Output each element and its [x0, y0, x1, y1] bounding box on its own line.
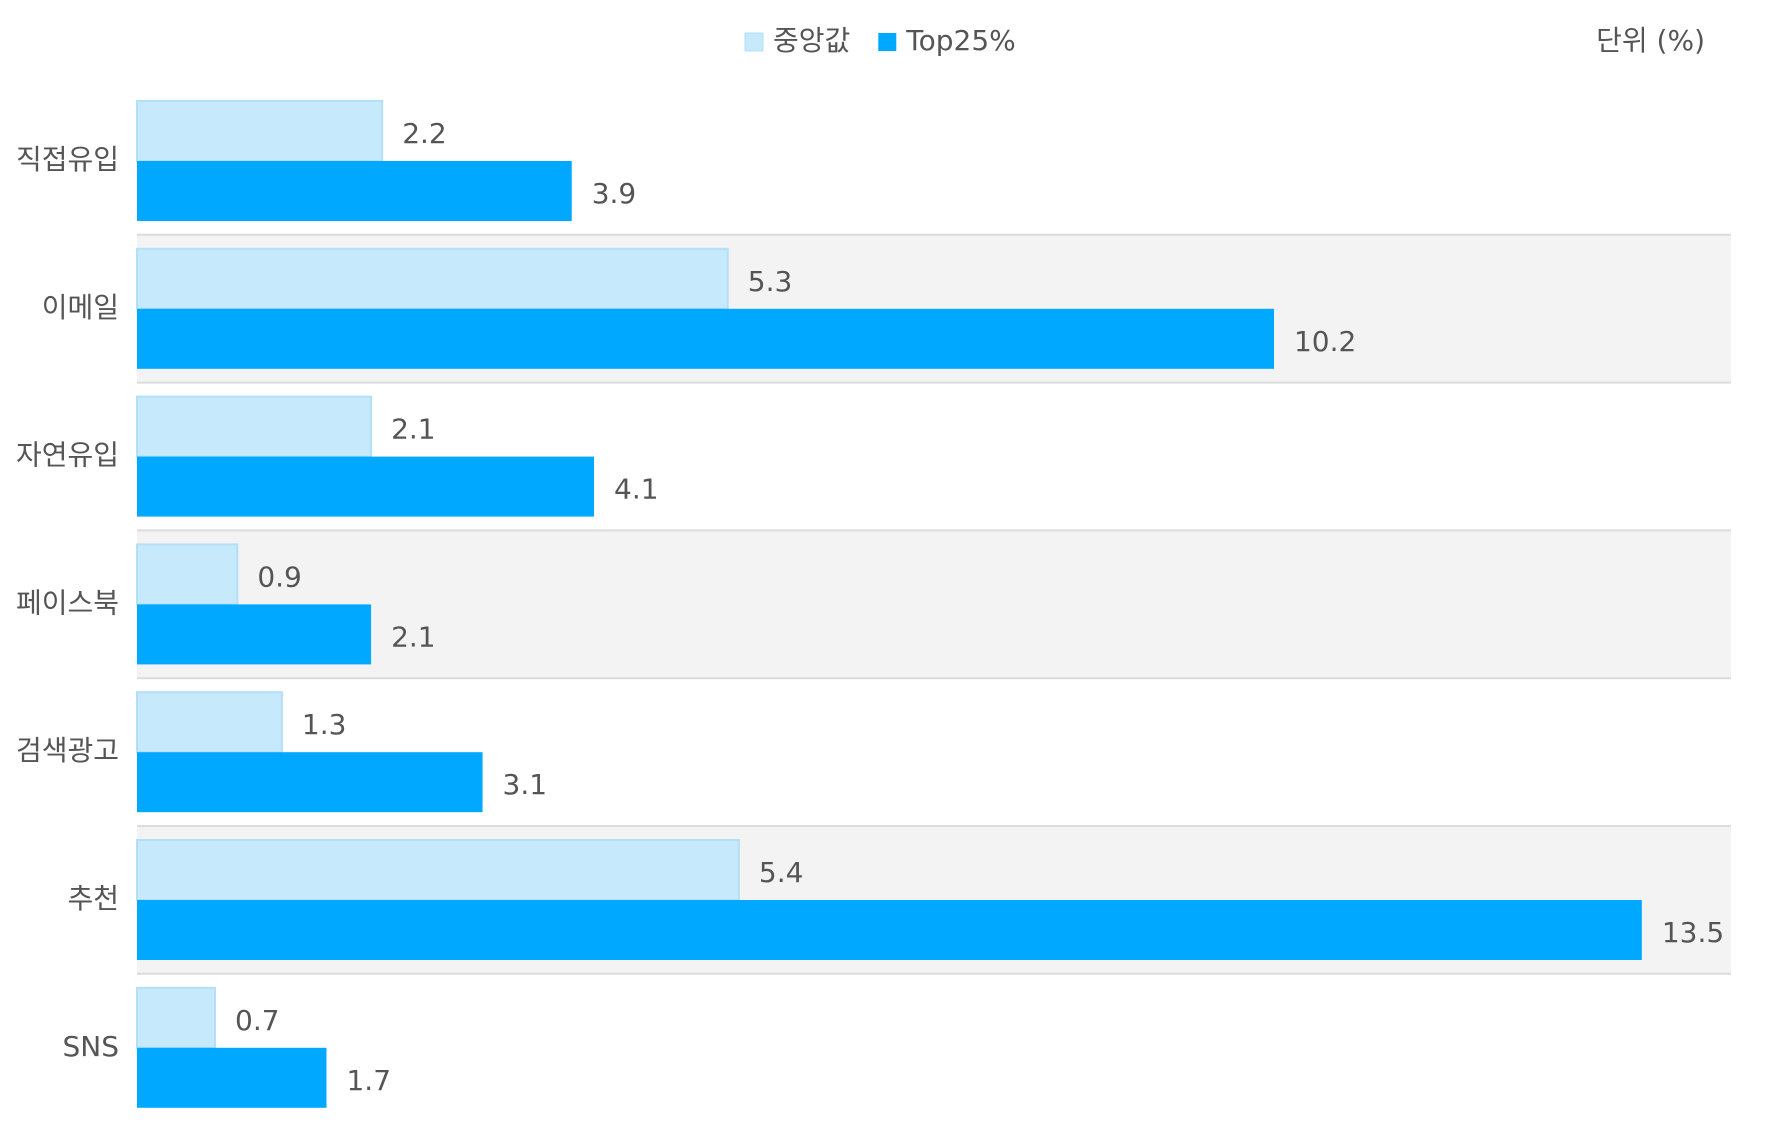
y-tick-label: SNS: [63, 1030, 120, 1063]
bar: [137, 308, 1274, 369]
legend-label: 중앙값: [773, 24, 850, 57]
value-label: 5.3: [748, 265, 793, 298]
value-label: 1.3: [302, 708, 347, 741]
bar: [136, 247, 729, 310]
y-tick-label: 페이스북: [16, 586, 119, 619]
bar: [136, 395, 373, 458]
value-label: 3.9: [592, 177, 637, 210]
legend-swatch: [744, 32, 764, 52]
value-label: 5.4: [759, 856, 804, 889]
value-label: 1.7: [346, 1064, 391, 1097]
row-background: [137, 530, 1731, 679]
y-tick-label: 자연유입: [16, 439, 119, 472]
y-tick-label: 이메일: [42, 291, 119, 324]
bar: [136, 100, 384, 162]
bar: [137, 752, 483, 813]
bar: [136, 986, 217, 1049]
y-tick-label: 추천: [67, 882, 119, 915]
bar: [136, 543, 239, 606]
value-label: 0.9: [257, 560, 302, 593]
bar: [137, 604, 372, 665]
value-label: 3.1: [503, 768, 548, 801]
value-label: 13.5: [1662, 916, 1724, 949]
bar: [137, 1047, 327, 1108]
bar: [137, 900, 1642, 960]
bar: [136, 839, 740, 901]
legend-swatch: [878, 33, 897, 51]
bar: [136, 691, 283, 754]
value-label: 10.2: [1294, 325, 1356, 358]
bar: [137, 161, 572, 221]
y-tick-label: 검색광고: [16, 734, 119, 767]
value-label: 0.7: [235, 1004, 280, 1037]
value-label: 2.1: [391, 413, 436, 446]
bar: [137, 456, 595, 517]
unit-label: 단위 (%): [1596, 24, 1705, 57]
legend-label: Top25%: [905, 24, 1015, 57]
value-label: 2.2: [402, 117, 447, 150]
value-label: 2.1: [391, 620, 436, 653]
value-label: 4.1: [614, 473, 659, 506]
y-tick-label: 직접유입: [16, 143, 119, 176]
